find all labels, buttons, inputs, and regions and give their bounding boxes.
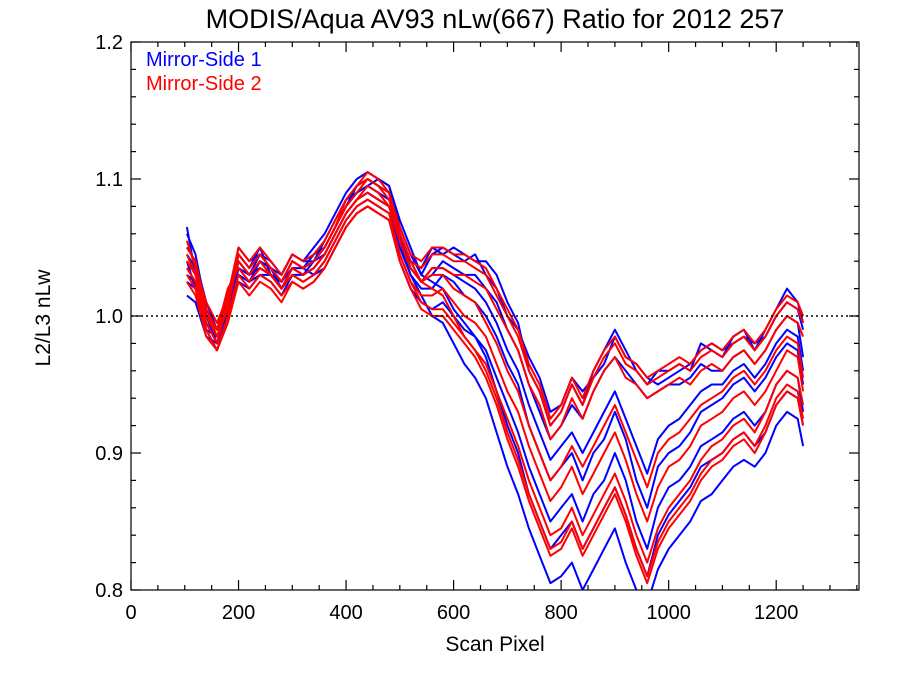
x-tick-label: 400 (329, 602, 362, 624)
plot-frame (130, 41, 860, 591)
y-tick-label: 0.9 (95, 443, 123, 465)
y-tick-label: 0.8 (95, 580, 123, 602)
legend-entry-2: Mirror-Side 2 (146, 73, 262, 95)
x-tick-label: 0 (125, 602, 136, 624)
series-line-16 (186, 191, 805, 489)
legend-entry-1: Mirror-Side 1 (146, 49, 262, 71)
y-tick-label: 1.1 (95, 169, 123, 191)
x-tick-label: 200 (222, 602, 255, 624)
series-line-5 (186, 205, 805, 550)
series-line-13 (186, 205, 805, 585)
y-axis: 0.8 0.9 1.0 1.1 1.2 (95, 32, 859, 602)
series-line-12 (186, 198, 805, 523)
x-tick-label: 1000 (646, 602, 691, 624)
series-line-4 (186, 198, 805, 509)
y-axis-label: L2/L3 nLw (32, 269, 55, 367)
series-line-15 (186, 205, 805, 564)
chart-title: MODIS/Aqua AV93 nLw(667) Ratio for 2012 … (206, 4, 785, 34)
x-axis-label: Scan Pixel (445, 633, 544, 656)
x-tick-label: 600 (437, 602, 470, 624)
y-tick-label: 1.2 (95, 32, 123, 54)
x-tick-label: 800 (544, 602, 577, 624)
x-axis: 0 200 400 600 800 1000 1200 (125, 42, 858, 624)
series-line-14 (186, 171, 805, 578)
series-line-9 (185, 178, 805, 420)
plot-area (185, 171, 805, 590)
x-tick-label: 1200 (754, 602, 799, 624)
y-tick-label: 1.0 (95, 306, 123, 328)
series-line-2 (186, 178, 805, 413)
